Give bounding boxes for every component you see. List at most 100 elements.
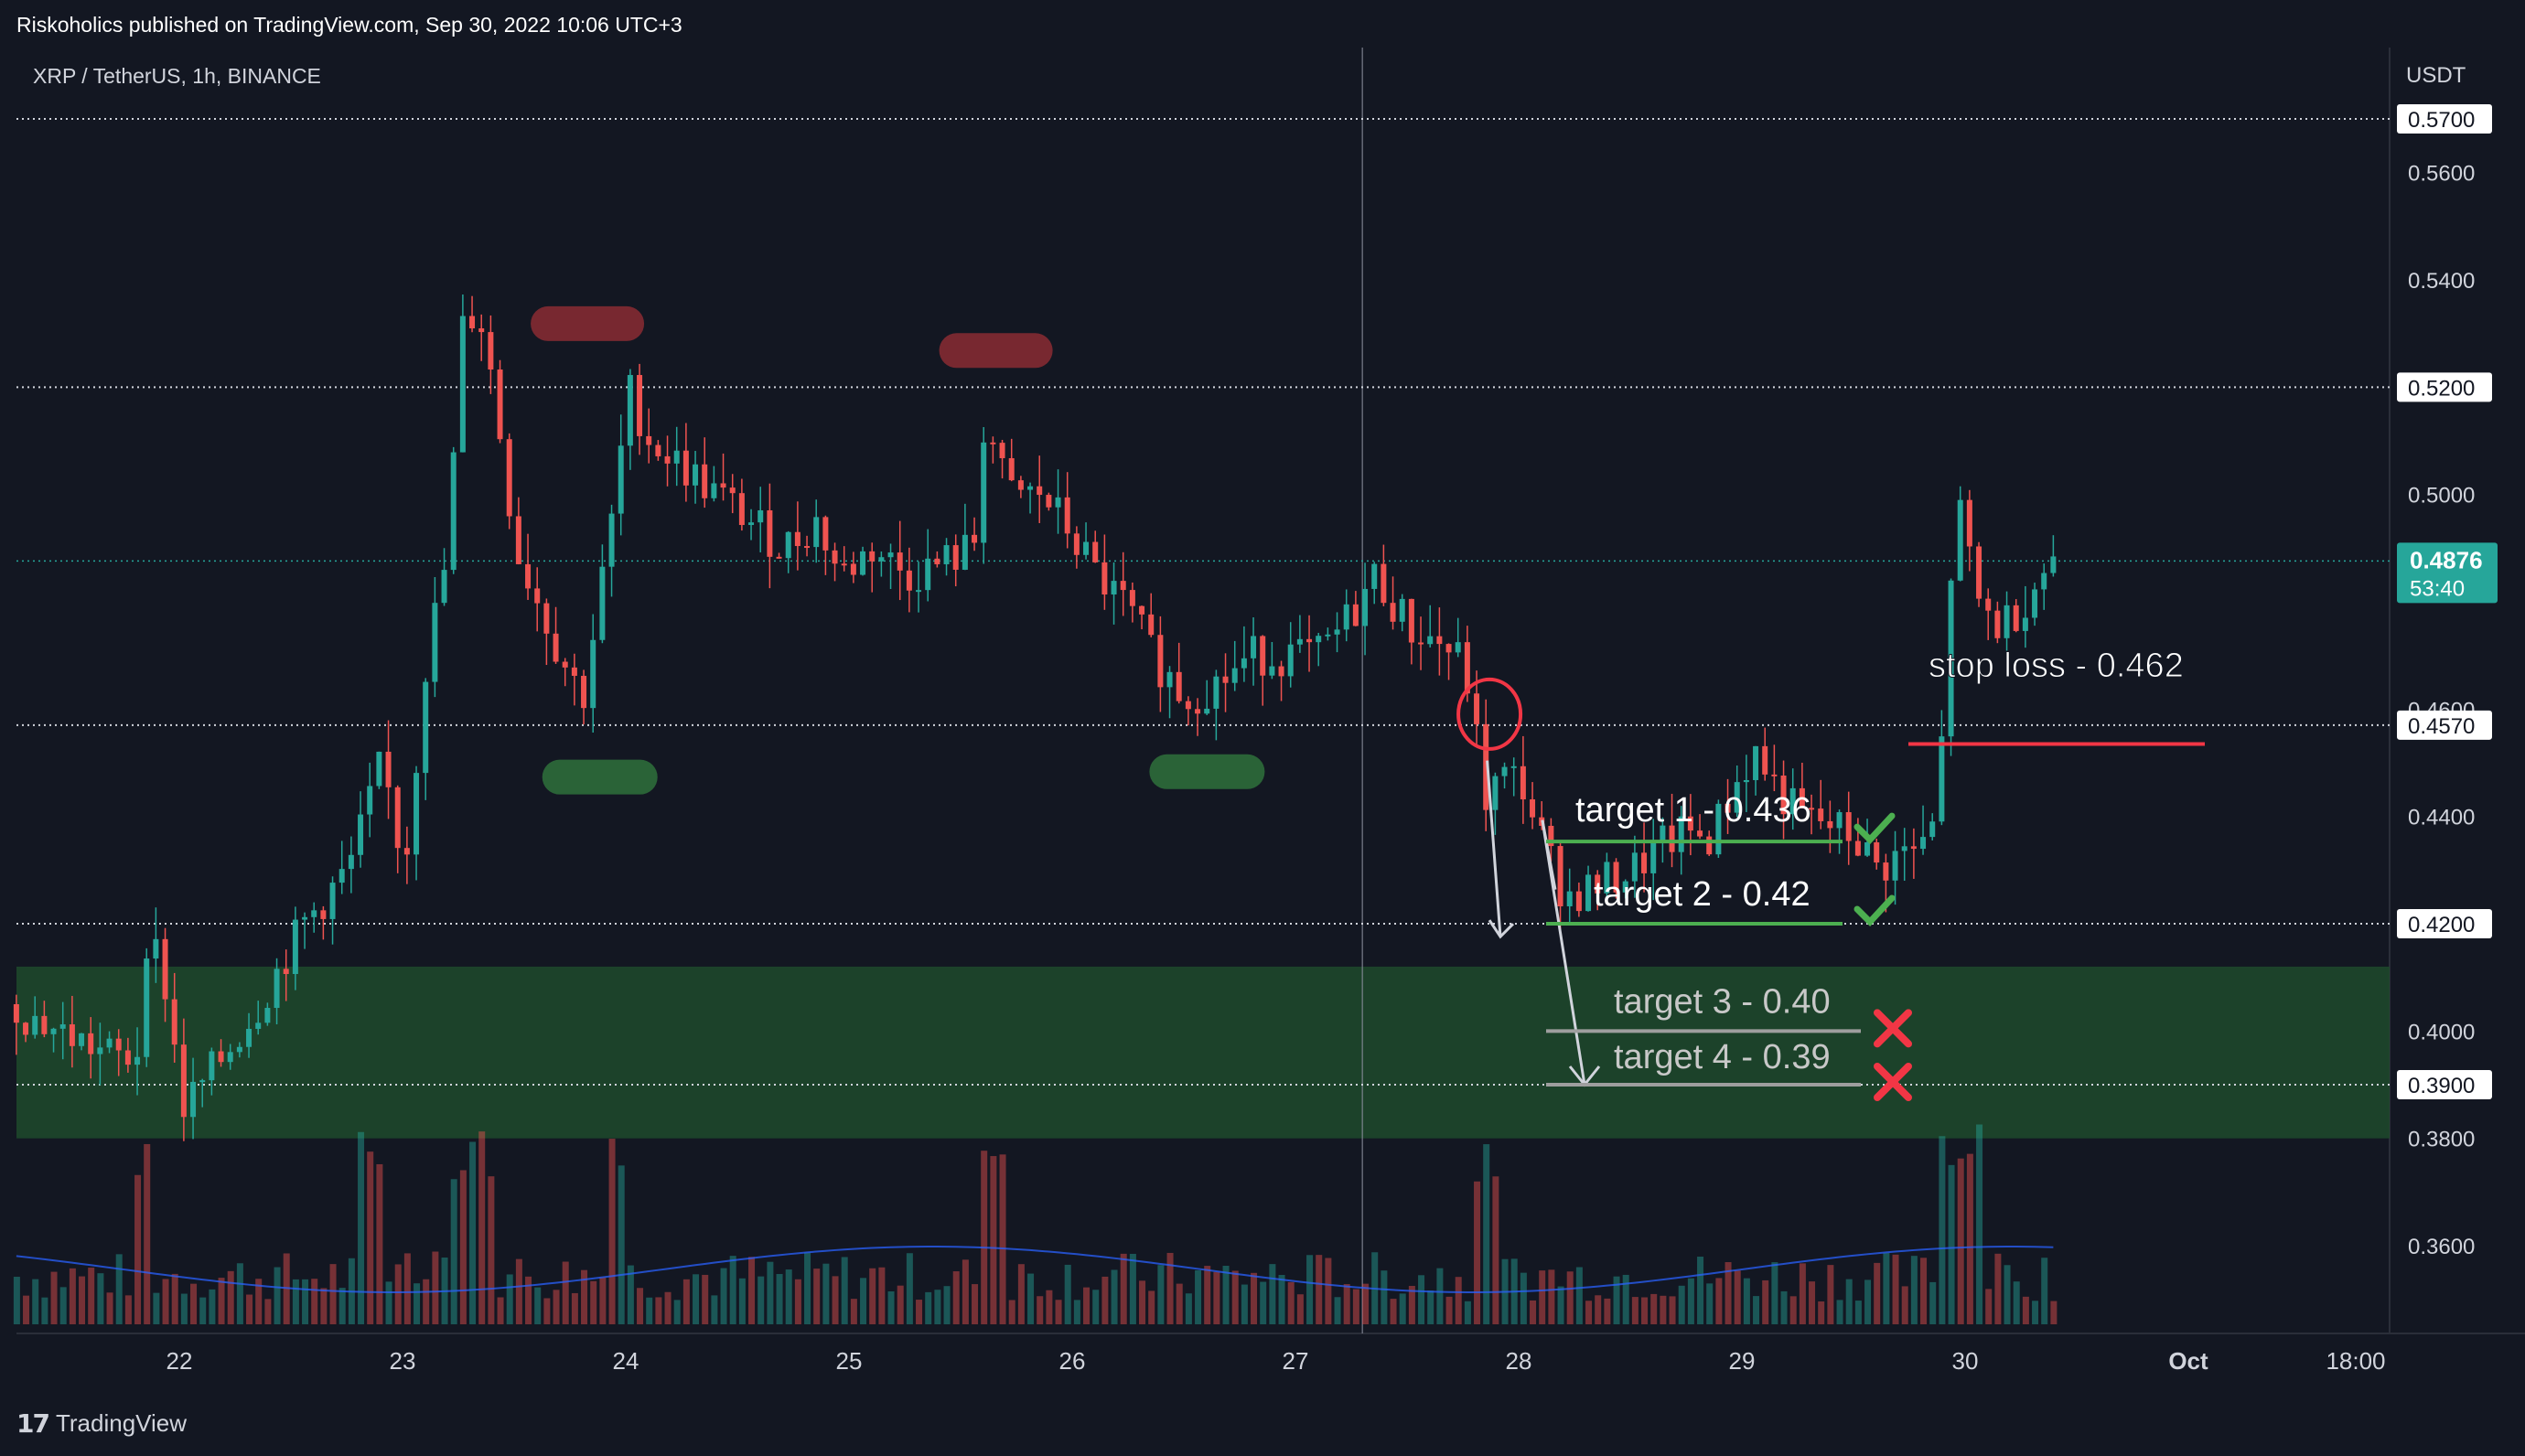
volume-bar bbox=[246, 1294, 253, 1324]
candle-body bbox=[627, 375, 633, 446]
volume-bar bbox=[1789, 1296, 1797, 1324]
volume-bar bbox=[1474, 1181, 1481, 1324]
volume-bar bbox=[2032, 1301, 2039, 1324]
candle-body bbox=[497, 369, 503, 440]
volume-bar bbox=[1920, 1258, 1928, 1324]
volume-bar bbox=[23, 1295, 30, 1324]
current-price-label: 0.4876 bbox=[2410, 546, 2483, 573]
candle-body bbox=[1948, 580, 1954, 737]
stop-loss-label: stop loss - 0.462 bbox=[1929, 647, 2184, 685]
candle-body bbox=[673, 450, 680, 464]
volume-bar bbox=[1957, 1158, 1964, 1324]
volume-bar bbox=[999, 1154, 1006, 1324]
level-price-label: 0.5700 bbox=[2408, 108, 2475, 133]
candle-body bbox=[1287, 644, 1294, 677]
candle-body bbox=[1920, 837, 1927, 850]
candle-body bbox=[952, 545, 959, 570]
volume-bar bbox=[59, 1287, 67, 1324]
volume-bar bbox=[1539, 1270, 1546, 1324]
candle-body bbox=[246, 1028, 252, 1047]
candle-body bbox=[1073, 533, 1080, 555]
candle-body bbox=[1046, 495, 1052, 508]
volume-bar bbox=[403, 1253, 411, 1324]
candle-body bbox=[1595, 874, 1601, 894]
volume-bar bbox=[1966, 1153, 1973, 1324]
candle-body bbox=[1101, 562, 1108, 595]
candle-body bbox=[599, 566, 606, 640]
volume-bar bbox=[906, 1253, 913, 1324]
candle-body bbox=[227, 1052, 233, 1063]
candle-body bbox=[394, 787, 401, 849]
volume-bar bbox=[1120, 1253, 1127, 1324]
candle-body bbox=[1510, 765, 1517, 768]
volume-bar bbox=[1418, 1275, 1425, 1324]
volume-bar bbox=[1362, 1283, 1370, 1324]
tradingview-logo-icon[interactable]: 17 bbox=[16, 1408, 50, 1439]
candle-body bbox=[553, 633, 559, 662]
candle-body bbox=[1483, 723, 1489, 810]
candle-body bbox=[1566, 891, 1573, 906]
candle-body bbox=[515, 516, 521, 564]
symbol-label[interactable]: XRP / TetherUS, 1h, BINANCE bbox=[33, 64, 321, 88]
candle-body bbox=[934, 558, 940, 564]
volume-bar bbox=[2050, 1301, 2058, 1324]
volume-bar bbox=[1037, 1296, 1044, 1324]
x-tick-label: 30 bbox=[1952, 1347, 1979, 1375]
candle-body bbox=[1854, 840, 1861, 856]
candle-body bbox=[1966, 499, 1972, 547]
volume-bar bbox=[702, 1274, 709, 1324]
cross-icon bbox=[1874, 1063, 1912, 1101]
candle-body bbox=[1092, 541, 1099, 562]
level-price-label: 0.3900 bbox=[2408, 1074, 2475, 1098]
volume-bar bbox=[1678, 1285, 1685, 1324]
candle-body bbox=[571, 667, 577, 676]
candle-body bbox=[618, 445, 624, 514]
candle-body bbox=[144, 958, 150, 1057]
candle-body bbox=[1762, 745, 1768, 775]
candles bbox=[13, 294, 2057, 1141]
candle-body bbox=[785, 531, 791, 559]
tradingview-brand[interactable]: TradingView bbox=[55, 1408, 188, 1437]
volume-bar bbox=[1251, 1272, 1258, 1324]
candle-body bbox=[1120, 581, 1126, 591]
volume-bar bbox=[1631, 1297, 1639, 1324]
volume-bar bbox=[134, 1174, 142, 1324]
volume-bar bbox=[720, 1268, 727, 1324]
candle-body bbox=[506, 439, 512, 517]
volume-bar bbox=[1027, 1273, 1035, 1324]
candle-body bbox=[1827, 820, 1833, 829]
candle-body bbox=[1027, 486, 1034, 490]
candle-body bbox=[1464, 642, 1470, 694]
volume-bar bbox=[925, 1291, 932, 1324]
level-price-box bbox=[2397, 710, 2492, 740]
volume-bar bbox=[236, 1263, 243, 1324]
x-tick-label: 22 bbox=[167, 1347, 193, 1375]
projection-arrow-1 bbox=[1486, 760, 1502, 937]
volume-bar bbox=[1743, 1278, 1750, 1324]
candle-body bbox=[822, 517, 829, 551]
candle-body bbox=[1213, 676, 1220, 709]
volume-bar bbox=[655, 1297, 662, 1324]
volume-bar bbox=[1101, 1276, 1109, 1324]
volume-bar bbox=[106, 1292, 113, 1324]
candle-body bbox=[1548, 825, 1554, 847]
volume-bar bbox=[1780, 1290, 1788, 1324]
volume-bar bbox=[618, 1165, 625, 1324]
volume-bar bbox=[1697, 1257, 1704, 1324]
volume-bar bbox=[1874, 1262, 1881, 1324]
volume-bar bbox=[432, 1251, 439, 1324]
volume-bar bbox=[115, 1254, 123, 1324]
publisher-header: Riskoholics published on TradingView.com… bbox=[16, 13, 682, 37]
y-tick-label: 0.3600 bbox=[2408, 1235, 2475, 1259]
volume-bar bbox=[274, 1267, 281, 1324]
candle-body bbox=[813, 517, 820, 548]
candle-body bbox=[1418, 642, 1424, 645]
candle-body bbox=[1929, 821, 1936, 838]
volume-bar bbox=[1892, 1254, 1899, 1324]
candle-body bbox=[1306, 638, 1313, 643]
currency-label[interactable]: USDT bbox=[2406, 63, 2466, 88]
volume-bar bbox=[916, 1300, 923, 1324]
volume-bar bbox=[1436, 1268, 1444, 1324]
volume-bar bbox=[1231, 1270, 1239, 1324]
